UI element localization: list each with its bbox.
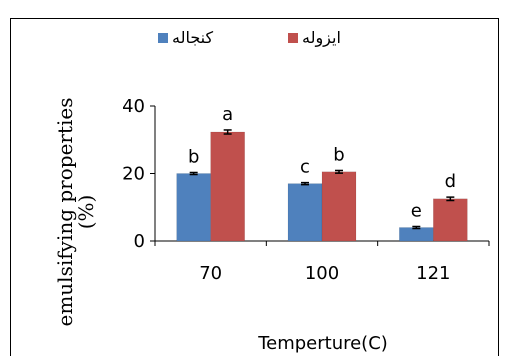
y-axis-title-line1: emulsifying properties	[53, 97, 77, 326]
data-label: b	[188, 146, 199, 167]
data-label: b	[333, 144, 344, 165]
x-tick-label: 121	[416, 263, 450, 284]
bar	[176, 173, 211, 242]
y-tick-label: 0	[134, 231, 145, 252]
bar	[287, 183, 323, 242]
legend-label: ایزوله	[302, 28, 341, 48]
bars: b a c b e d	[176, 104, 468, 242]
data-label: d	[445, 171, 456, 192]
legend-swatch	[288, 33, 298, 43]
bar	[433, 198, 468, 242]
x-tick-label: 70	[199, 263, 222, 284]
x-ticks: 70 100 121	[154, 241, 490, 284]
y-axis-title: emulsifying properties (%)	[53, 97, 98, 326]
bar	[399, 227, 434, 242]
y-tick-label: 40	[122, 96, 145, 117]
chart-frame	[10, 18, 499, 356]
data-label: a	[222, 104, 233, 125]
legend-swatch	[158, 33, 168, 43]
bar	[321, 171, 357, 242]
x-axis-title: Temperture(C)	[257, 333, 388, 354]
data-label: c	[300, 157, 310, 178]
bar	[210, 131, 245, 242]
data-label: e	[411, 200, 422, 221]
legend: کنجاله ایزوله	[158, 28, 341, 48]
x-tick-label: 100	[305, 263, 339, 284]
y-ticks: 0 20 40	[122, 96, 155, 252]
y-axis-title-line2: (%)	[74, 195, 98, 230]
y-tick-label: 20	[122, 164, 145, 185]
legend-label: کنجاله	[172, 28, 213, 47]
